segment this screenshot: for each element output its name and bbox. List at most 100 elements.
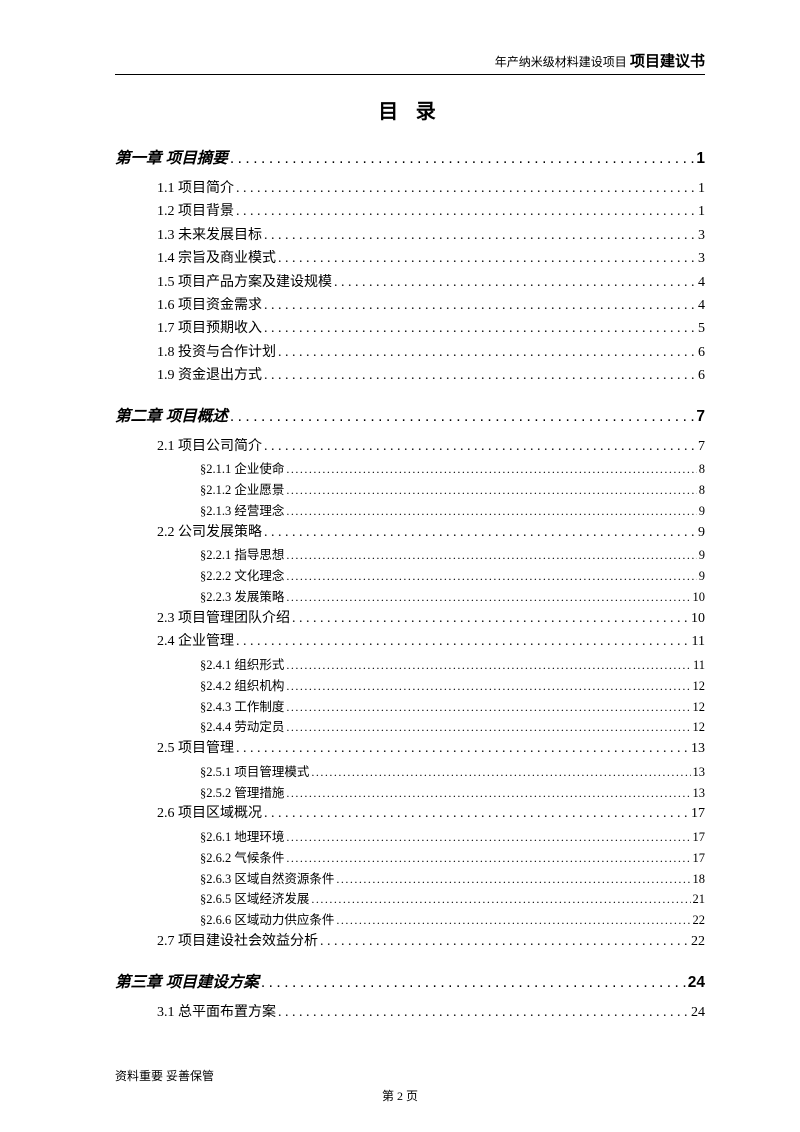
toc-page: 4 (698, 297, 705, 316)
toc-entry-l3: §2.2.3 发展策略.............................… (200, 589, 705, 606)
toc-entry-l2: 1.1 项目简介................................… (157, 180, 705, 199)
toc-page: 1 (698, 203, 705, 222)
toc-leader: ........................................… (286, 678, 690, 694)
toc-label: §2.4.2 组织机构 (200, 678, 284, 695)
toc-page: 17 (693, 829, 706, 846)
toc-label: 1.6 项目资金需求 (157, 297, 262, 316)
toc-leader: ........................................… (236, 203, 696, 222)
toc-label: §2.5.2 管理措施 (200, 785, 284, 802)
toc-title: 目 录 (115, 95, 705, 124)
toc-leader: ........................................… (230, 408, 695, 426)
toc-label: 1.5 项目产品方案及建设规模 (157, 274, 332, 293)
toc-page: 22 (691, 933, 705, 952)
toc-label: 第二章 项目概述 (115, 404, 228, 426)
toc-label: §2.2.2 文化理念 (200, 568, 284, 585)
toc-label: §2.6.2 气候条件 (200, 850, 284, 867)
toc-leader: ........................................… (286, 503, 696, 519)
toc-page: 1 (696, 150, 705, 168)
toc-page: 4 (698, 274, 705, 293)
toc-page: 11 (693, 657, 705, 674)
toc-page: 12 (693, 678, 706, 695)
toc-page: 21 (693, 891, 706, 908)
toc-leader: ........................................… (320, 933, 689, 952)
toc-leader: ........................................… (286, 785, 690, 801)
toc-entry-l3: §2.6.3 区域自然资源条件.........................… (200, 871, 705, 888)
toc-entry-l3: §2.4.3 工作制度.............................… (200, 699, 705, 716)
toc-leader: ........................................… (278, 344, 696, 363)
toc-leader: ........................................… (286, 829, 690, 845)
toc-label: §2.4.1 组织形式 (200, 657, 284, 674)
toc-entry-l3: §2.5.2 管理措施.............................… (200, 785, 705, 802)
toc-entry-l1: 第一章 项目摘要................................… (115, 146, 705, 168)
toc-entry-l3: §2.2.1 指导思想.............................… (200, 547, 705, 564)
toc-entry-l2: 2.3 项目管理团队介绍............................… (157, 610, 705, 629)
toc-label: §2.1.3 经营理念 (200, 503, 284, 520)
toc-entry-l3: §2.1.2 企业愿景.............................… (200, 482, 705, 499)
toc-label: §2.6.1 地理环境 (200, 829, 284, 846)
toc-leader: ........................................… (264, 438, 696, 457)
toc-entry-l2: 1.2 项目背景................................… (157, 203, 705, 222)
toc-label: 3.1 总平面布置方案 (157, 1004, 276, 1023)
toc-label: §2.6.3 区域自然资源条件 (200, 871, 334, 888)
toc-entry-l2: 1.5 项目产品方案及建设规模.........................… (157, 274, 705, 293)
toc-page: 1 (698, 180, 705, 199)
toc-page: 10 (691, 610, 705, 629)
toc-entry-l2: 2.4 企业管理................................… (157, 633, 705, 652)
toc-leader: ........................................… (286, 589, 690, 605)
toc-leader: ........................................… (336, 871, 690, 887)
toc-label: 第三章 项目建设方案 (115, 970, 259, 992)
toc-leader: ........................................… (336, 912, 690, 928)
toc-page: 12 (693, 719, 706, 736)
footer-note: 资料重要 妥善保管 (115, 1067, 214, 1084)
toc-page: 8 (699, 461, 705, 478)
toc-label: §2.2.3 发展策略 (200, 589, 284, 606)
footer-page: 第 2 页 (0, 1087, 800, 1104)
toc-page: 9 (699, 503, 705, 520)
toc-entry-l2: 2.1 项目公司简介..............................… (157, 438, 705, 457)
header-doc-title: 项目建议书 (630, 54, 705, 70)
toc-entry-l3: §2.5.1 项目管理模式...........................… (200, 764, 705, 781)
toc-label: 2.3 项目管理团队介绍 (157, 610, 290, 629)
toc-leader: ........................................… (286, 850, 690, 866)
toc-leader: ........................................… (278, 250, 696, 269)
toc-leader: ........................................… (286, 482, 696, 498)
toc-page: 10 (693, 589, 706, 606)
toc-page: 9 (699, 568, 705, 585)
toc-entry-l2: 2.5 项目管理................................… (157, 740, 705, 759)
toc-page: 6 (698, 344, 705, 363)
toc-label: §2.5.1 项目管理模式 (200, 764, 309, 781)
toc-page: 17 (691, 805, 705, 824)
toc-leader: ........................................… (334, 274, 696, 293)
toc-entry-l1: 第三章 项目建设方案..............................… (115, 970, 705, 992)
toc-label: §2.6.5 区域经济发展 (200, 891, 309, 908)
toc-label: 2.4 企业管理 (157, 633, 234, 652)
toc-entry-l2: 1.7 项目预期收入..............................… (157, 320, 705, 339)
toc-page: 9 (699, 547, 705, 564)
toc-entry-l2: 1.6 项目资金需求..............................… (157, 297, 705, 316)
toc-page: 8 (699, 482, 705, 499)
toc-page: 13 (693, 764, 706, 781)
toc-page: 3 (698, 227, 705, 246)
toc-leader: ........................................… (286, 699, 690, 715)
toc-label: 2.1 项目公司简介 (157, 438, 262, 457)
header-project: 年产纳米级材料建设项目 (495, 55, 627, 69)
toc-leader: ........................................… (286, 568, 696, 584)
toc-entry-l2: 1.3 未来发展目标..............................… (157, 227, 705, 246)
toc-entry-l3: §2.4.1 组织形式.............................… (200, 657, 705, 674)
toc-page: 7 (696, 408, 705, 426)
toc-leader: ........................................… (286, 719, 690, 735)
toc-entry-l1: 第二章 项目概述................................… (115, 404, 705, 426)
toc-entry-l3: §2.6.5 区域经济发展...........................… (200, 891, 705, 908)
toc-entry-l2: 1.4 宗旨及商业模式.............................… (157, 250, 705, 269)
toc-label: §2.4.4 劳动定员 (200, 719, 284, 736)
toc-page: 11 (692, 633, 705, 652)
toc-list: 第一章 项目摘要................................… (115, 146, 705, 1023)
toc-leader: ........................................… (286, 461, 696, 477)
toc-page: 7 (698, 438, 705, 457)
toc-label: 1.1 项目简介 (157, 180, 234, 199)
toc-leader: ........................................… (261, 974, 686, 992)
toc-entry-l3: §2.6.6 区域动力供应条件.........................… (200, 912, 705, 929)
toc-leader: ........................................… (311, 891, 690, 907)
toc-entry-l2: 1.8 投资与合作计划.............................… (157, 344, 705, 363)
toc-entry-l3: §2.1.3 经营理念.............................… (200, 503, 705, 520)
